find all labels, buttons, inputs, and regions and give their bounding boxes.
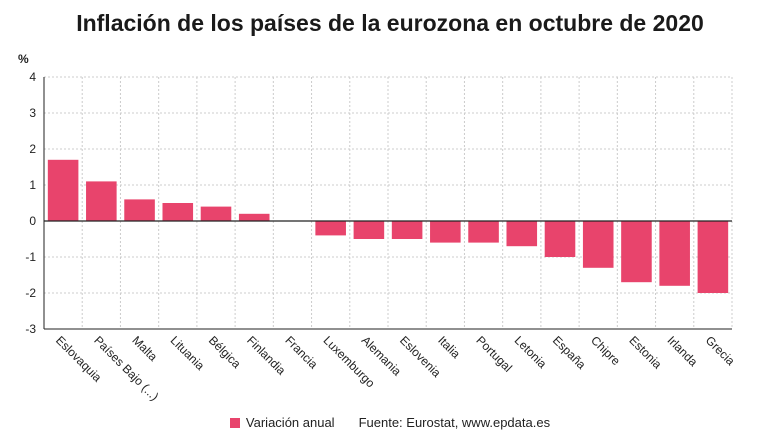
x-tick-label: Portugal xyxy=(473,333,515,375)
y-tick-label: -1 xyxy=(25,250,36,264)
y-tick-label: 4 xyxy=(29,70,36,84)
y-tick-label: 1 xyxy=(29,178,36,192)
bar xyxy=(544,221,576,257)
x-tick-label: Chipre xyxy=(588,333,623,368)
bar xyxy=(659,221,690,286)
x-tick-label: Lituania xyxy=(168,333,208,373)
legend-label: Variación anual xyxy=(245,415,335,430)
legend: Variación anual Fuente: Eurostat, www.epd… xyxy=(0,415,780,430)
bar xyxy=(353,221,385,239)
y-tick-label: 0 xyxy=(29,214,36,228)
x-tick-label: Italia xyxy=(435,333,463,361)
y-tick-labels: -3 -2 -1 0 1 2 3 4 xyxy=(25,70,36,336)
x-tick-label: España xyxy=(550,333,589,372)
grid-lines xyxy=(43,76,733,330)
legend-swatch xyxy=(229,418,240,428)
x-tick-label: Francia xyxy=(282,333,320,371)
bar xyxy=(47,159,79,221)
bar xyxy=(162,203,194,221)
bar xyxy=(697,221,729,293)
source-note: Fuente: Eurostat, www.epdata.es xyxy=(358,415,551,430)
y-axis-unit-label: % xyxy=(18,52,29,66)
bar xyxy=(238,213,270,221)
y-tick-label: -3 xyxy=(25,322,36,336)
y-tick-label: -2 xyxy=(25,286,36,300)
bar xyxy=(391,221,423,239)
x-tick-label: Malta xyxy=(129,333,160,364)
y-tick-label: 2 xyxy=(29,142,36,156)
bar xyxy=(582,221,614,268)
y-tick-label: 3 xyxy=(29,106,36,120)
bars xyxy=(47,159,729,293)
bar xyxy=(621,221,652,283)
x-tick-label: Grecia xyxy=(703,333,738,368)
chart-title: Inflación de los países de la eurozona e… xyxy=(76,10,704,36)
bar xyxy=(200,206,232,221)
x-tick-label: Bélgica xyxy=(206,333,244,371)
bar xyxy=(506,221,538,247)
bar xyxy=(468,221,499,243)
bar xyxy=(124,199,155,221)
x-tick-label: Letonia xyxy=(512,333,550,371)
axes xyxy=(43,77,732,330)
bar xyxy=(315,221,346,236)
x-tick-label: Finlandia xyxy=(244,333,289,378)
bar xyxy=(430,221,461,243)
x-tick-label: Estonia xyxy=(626,333,664,371)
bar xyxy=(86,181,117,221)
x-tick-label: Irlanda xyxy=(665,333,701,369)
